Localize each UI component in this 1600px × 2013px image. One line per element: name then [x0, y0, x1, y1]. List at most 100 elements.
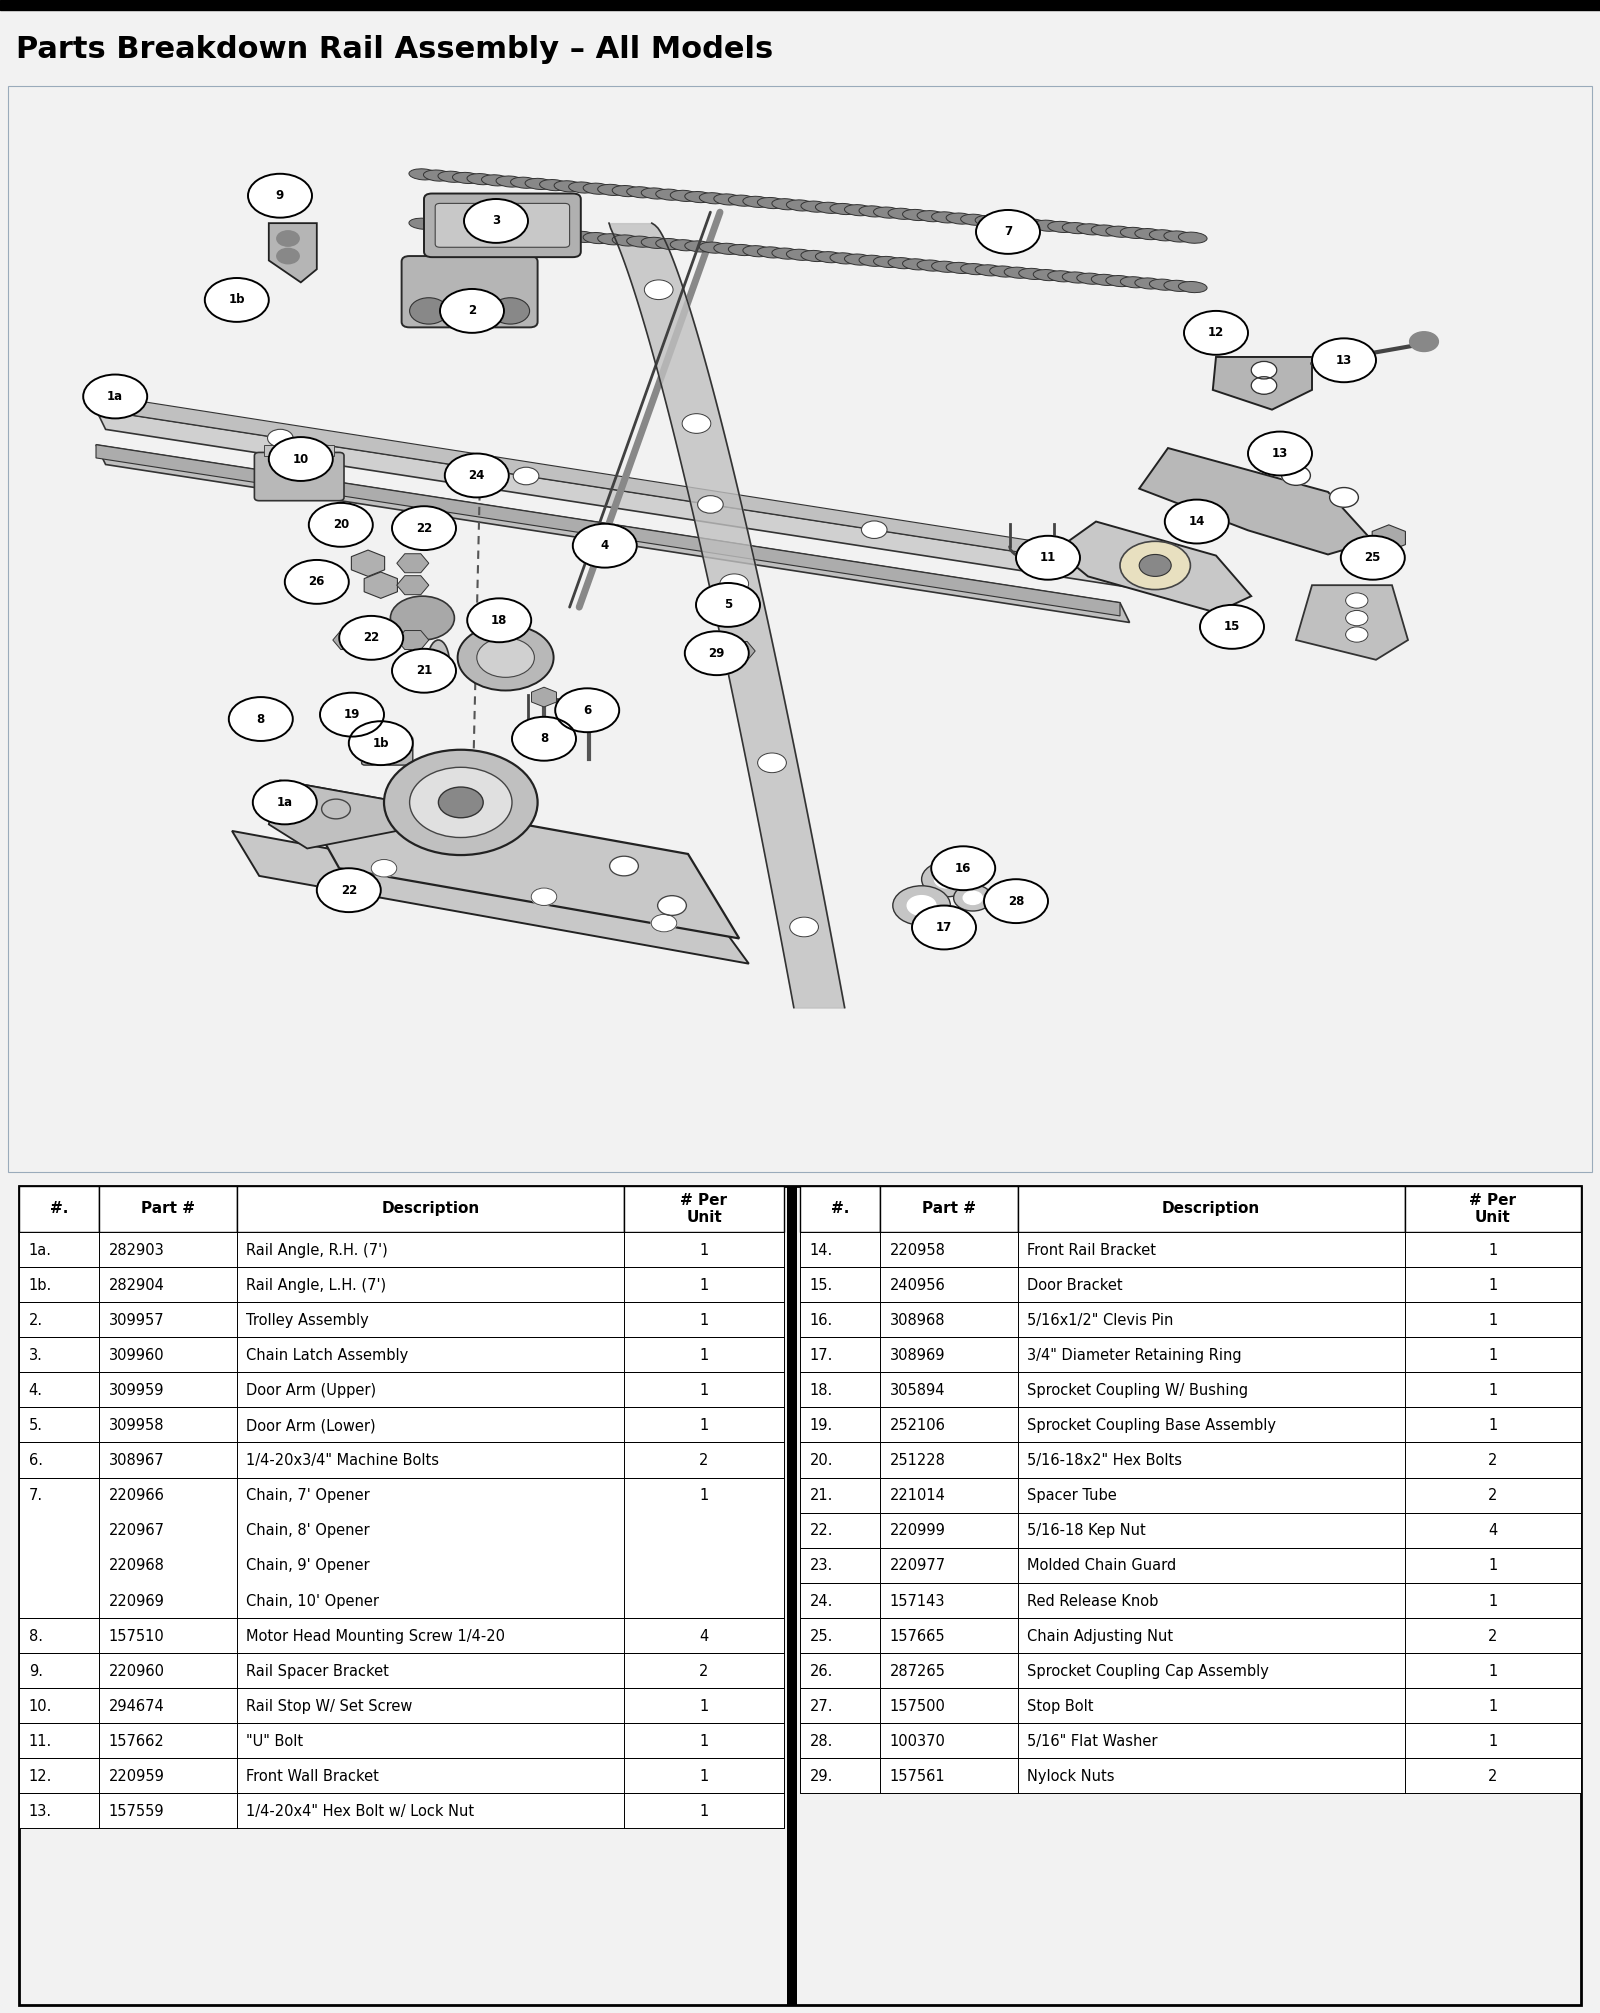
Text: Chain, 9' Opener: Chain, 9' Opener	[246, 1558, 370, 1574]
Text: 1: 1	[699, 1733, 709, 1749]
Bar	[787, 1186, 797, 2005]
Ellipse shape	[1106, 225, 1134, 238]
Bar	[800, 1373, 880, 1407]
Text: 6.: 6.	[29, 1453, 43, 1467]
Text: 28: 28	[1008, 894, 1024, 908]
Circle shape	[1200, 606, 1264, 648]
Text: 29.: 29.	[810, 1769, 834, 1784]
Text: 1: 1	[1488, 1417, 1498, 1433]
Text: 308967: 308967	[109, 1453, 165, 1467]
Bar	[880, 1443, 1018, 1478]
Text: 2: 2	[1488, 1629, 1498, 1643]
Text: 16.: 16.	[810, 1312, 834, 1329]
Text: 10.: 10.	[29, 1699, 53, 1713]
Polygon shape	[1139, 449, 1373, 554]
Bar	[800, 1232, 880, 1266]
Bar	[1405, 1689, 1581, 1723]
Bar	[19, 1618, 99, 1653]
Text: Chain, 10' Opener: Chain, 10' Opener	[246, 1594, 379, 1608]
Bar	[264, 445, 334, 455]
Ellipse shape	[787, 250, 814, 260]
Bar	[800, 1478, 1581, 1512]
Text: 4: 4	[1488, 1524, 1498, 1538]
Ellipse shape	[874, 207, 902, 217]
Ellipse shape	[410, 217, 437, 229]
Circle shape	[458, 624, 554, 690]
Ellipse shape	[902, 260, 931, 270]
Ellipse shape	[974, 215, 1003, 227]
Text: 1: 1	[699, 1417, 709, 1433]
Text: 221014: 221014	[890, 1488, 946, 1504]
Bar	[800, 1407, 880, 1443]
Circle shape	[893, 886, 950, 926]
Text: Rail Angle, R.H. (7'): Rail Angle, R.H. (7')	[246, 1242, 389, 1258]
Circle shape	[491, 298, 530, 324]
Text: 157561: 157561	[890, 1769, 946, 1784]
Text: 1: 1	[1488, 1594, 1498, 1608]
Text: 157510: 157510	[109, 1629, 165, 1643]
Circle shape	[922, 862, 973, 896]
Ellipse shape	[859, 205, 888, 217]
Ellipse shape	[1149, 280, 1178, 290]
Circle shape	[531, 888, 557, 906]
Bar	[99, 1373, 237, 1407]
Ellipse shape	[990, 217, 1018, 227]
Text: 157665: 157665	[890, 1629, 946, 1643]
Ellipse shape	[598, 234, 626, 246]
Ellipse shape	[888, 207, 917, 219]
Ellipse shape	[1048, 221, 1077, 234]
Text: 5/16x1/2" Clevis Pin: 5/16x1/2" Clevis Pin	[1027, 1312, 1173, 1329]
Bar	[1405, 1407, 1581, 1443]
Text: 1a: 1a	[277, 795, 293, 809]
Text: 1/4-20x4" Hex Bolt w/ Lock Nut: 1/4-20x4" Hex Bolt w/ Lock Nut	[246, 1804, 475, 1820]
Circle shape	[1248, 431, 1312, 475]
Circle shape	[555, 688, 619, 733]
Text: 2: 2	[1488, 1769, 1498, 1784]
Ellipse shape	[874, 256, 902, 268]
Ellipse shape	[685, 242, 714, 252]
Circle shape	[645, 280, 674, 300]
Bar	[237, 1186, 624, 1232]
Text: 13.: 13.	[29, 1804, 51, 1820]
Circle shape	[685, 632, 749, 674]
Bar	[19, 1653, 784, 1689]
FancyBboxPatch shape	[402, 256, 538, 328]
Ellipse shape	[482, 223, 510, 236]
Ellipse shape	[627, 236, 656, 248]
Polygon shape	[269, 223, 317, 282]
Bar	[880, 1232, 1018, 1266]
Bar	[624, 1302, 784, 1337]
Text: 4: 4	[600, 539, 610, 552]
Text: 282904: 282904	[109, 1278, 165, 1292]
Bar	[1018, 1407, 1405, 1443]
Circle shape	[790, 918, 819, 936]
Text: 1: 1	[699, 1242, 709, 1258]
Ellipse shape	[554, 181, 582, 191]
Text: # Per
Unit: # Per Unit	[680, 1194, 728, 1224]
Text: 308968: 308968	[890, 1312, 946, 1329]
Bar	[800, 1478, 880, 1512]
Text: Door Arm (Upper): Door Arm (Upper)	[246, 1383, 376, 1397]
Text: 24.: 24.	[810, 1594, 834, 1608]
Bar	[237, 1689, 624, 1723]
Text: 24: 24	[469, 469, 485, 481]
Ellipse shape	[496, 175, 525, 187]
Ellipse shape	[510, 177, 539, 189]
Ellipse shape	[1163, 280, 1192, 292]
Bar	[880, 1653, 1018, 1689]
Ellipse shape	[410, 169, 437, 179]
Ellipse shape	[582, 234, 611, 244]
Ellipse shape	[714, 244, 742, 254]
Bar	[880, 1373, 1018, 1407]
Text: Description: Description	[1162, 1202, 1261, 1216]
Text: Motor Head Mounting Screw 1/4-20: Motor Head Mounting Screw 1/4-20	[246, 1629, 506, 1643]
Bar	[880, 1723, 1018, 1757]
Bar	[99, 1689, 237, 1723]
Bar	[237, 1478, 624, 1618]
Bar	[800, 1723, 880, 1757]
Circle shape	[392, 648, 456, 692]
Bar	[800, 1689, 880, 1723]
Text: 11.: 11.	[29, 1733, 53, 1749]
Bar	[800, 1443, 880, 1478]
Bar	[237, 1302, 624, 1337]
